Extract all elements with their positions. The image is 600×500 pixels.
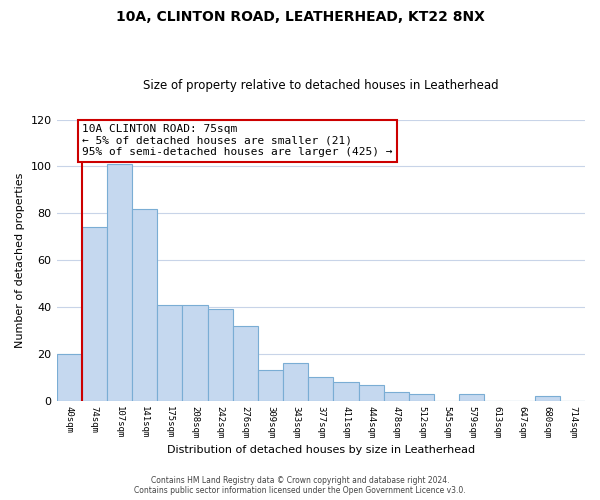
Text: Contains HM Land Registry data © Crown copyright and database right 2024.
Contai: Contains HM Land Registry data © Crown c… [134,476,466,495]
Title: Size of property relative to detached houses in Leatherhead: Size of property relative to detached ho… [143,79,499,92]
Bar [56,354,82,401]
Bar [308,378,334,401]
Bar [283,364,308,401]
Text: 10A CLINTON ROAD: 75sqm
← 5% of detached houses are smaller (21)
95% of semi-det: 10A CLINTON ROAD: 75sqm ← 5% of detached… [82,124,393,158]
X-axis label: Distribution of detached houses by size in Leatherhead: Distribution of detached houses by size … [167,445,475,455]
Bar [334,382,359,401]
Bar [459,394,484,401]
Bar [182,305,208,401]
Bar [233,326,258,401]
Bar [208,310,233,401]
Bar [359,384,383,401]
Bar [409,394,434,401]
Bar [383,392,409,401]
Text: 10A, CLINTON ROAD, LEATHERHEAD, KT22 8NX: 10A, CLINTON ROAD, LEATHERHEAD, KT22 8NX [116,10,484,24]
Bar [107,164,132,401]
Bar [132,208,157,401]
Bar [82,228,107,401]
Bar [535,396,560,401]
Bar [157,305,182,401]
Bar [258,370,283,401]
Y-axis label: Number of detached properties: Number of detached properties [15,172,25,348]
